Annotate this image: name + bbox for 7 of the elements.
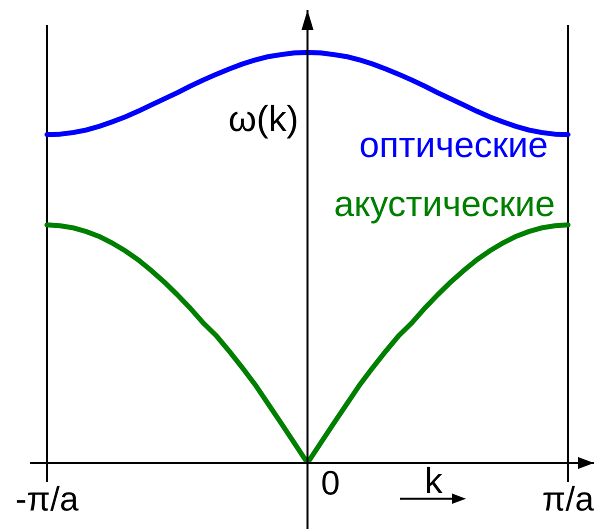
series-label: акустические [334, 183, 555, 224]
y-axis-title: ω(k) [228, 98, 298, 139]
text: 0 [321, 464, 340, 502]
series-label: оптические [359, 124, 548, 165]
x-tick-label: -π/a [15, 480, 79, 518]
x-tick-label: π/a [542, 480, 594, 518]
x-axis-title: k [424, 460, 444, 501]
